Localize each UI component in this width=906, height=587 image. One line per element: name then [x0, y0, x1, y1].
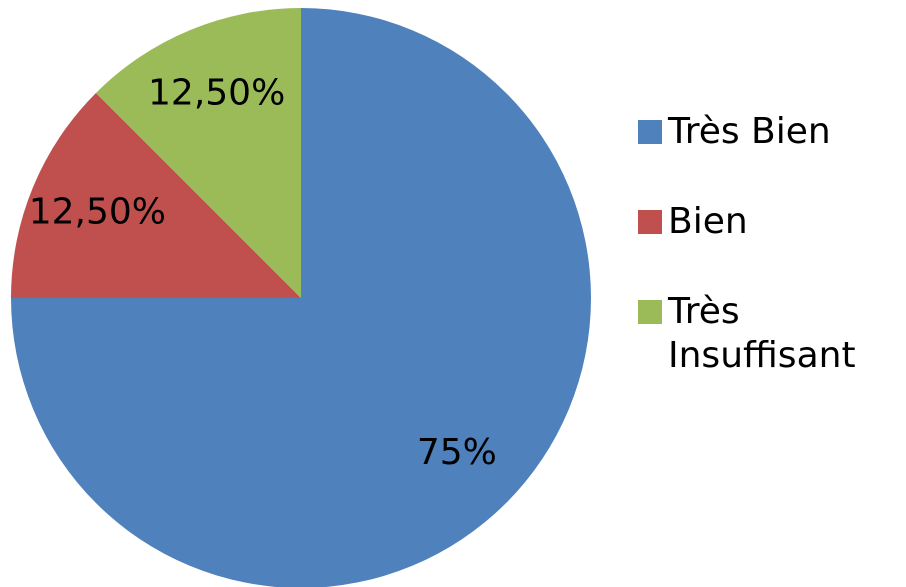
legend-label: Très Bien [668, 111, 831, 152]
legend-swatch [638, 210, 662, 234]
legend-swatch [638, 300, 662, 324]
legend-item: Très Bien [638, 110, 898, 154]
legend-swatch [638, 120, 662, 144]
pie-slice [95, 8, 302, 298]
legend-item: Très Insuffisant [638, 290, 898, 378]
legend-label: Très Insuffisant [668, 291, 856, 376]
data-label: 12,50% [148, 72, 285, 113]
legend: Très Bien Bien Très Insuffisant [638, 110, 898, 424]
data-label: 12,50% [29, 192, 166, 233]
legend-label: Bien [668, 201, 748, 242]
data-label: 75% [417, 432, 497, 473]
pie-slice [11, 8, 591, 587]
pie-slice [11, 92, 301, 299]
legend-item: Bien [638, 200, 898, 244]
